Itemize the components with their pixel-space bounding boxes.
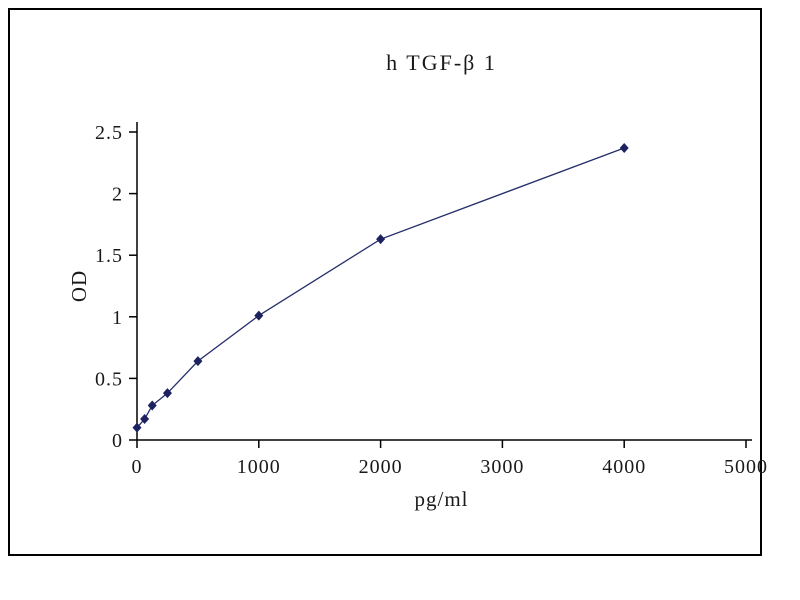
y-tick-label: 0 <box>112 430 123 452</box>
x-tick-label: 5000 <box>724 456 768 478</box>
data-point-marker <box>619 143 629 154</box>
data-point-marker <box>132 422 142 433</box>
chart-frame <box>8 8 762 556</box>
data-point-marker <box>193 356 203 367</box>
chart-title: h TGF-β 1 <box>386 50 497 75</box>
data-point-marker <box>140 414 150 425</box>
data-point-marker <box>147 400 157 411</box>
x-tick-label: 2000 <box>359 456 403 478</box>
x-tick-label: 1000 <box>237 456 281 478</box>
x-tick-label: 4000 <box>602 456 646 478</box>
y-tick-label: 1.5 <box>95 245 123 267</box>
x-tick-label: 0 <box>132 456 143 478</box>
y-tick-label: 2 <box>112 184 123 206</box>
y-tick-label: 2.5 <box>95 122 123 144</box>
y-tick-label: 1 <box>112 307 123 329</box>
standard-curve-line <box>136 147 625 429</box>
x-axis-label: pg/ml <box>414 487 468 511</box>
y-tick-label: 0.5 <box>95 368 123 390</box>
data-point-marker <box>376 234 386 245</box>
data-point-marker <box>254 310 264 321</box>
x-tick-label: 3000 <box>480 456 524 478</box>
data-point-marker <box>162 388 172 399</box>
y-axis-label: OD <box>67 270 91 302</box>
